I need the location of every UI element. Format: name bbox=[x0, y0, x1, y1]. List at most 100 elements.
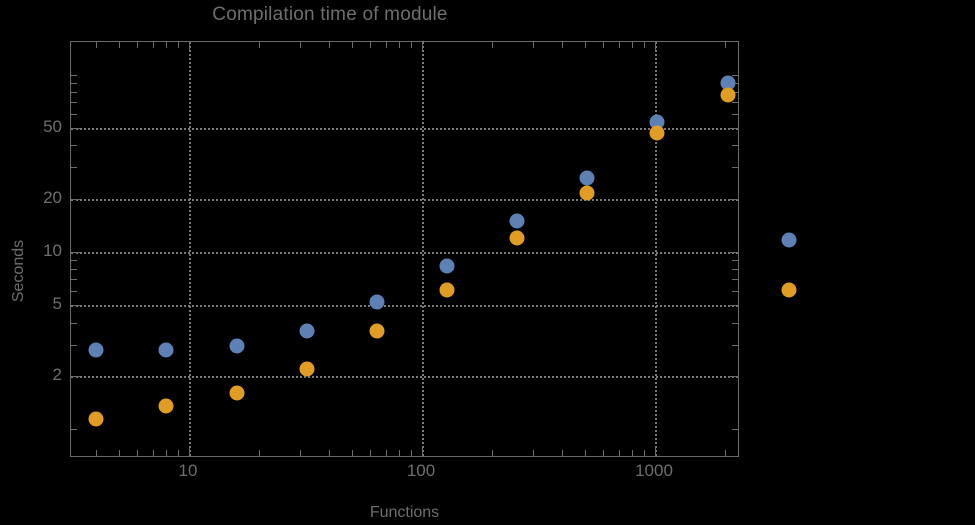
axis-tick-minor bbox=[533, 450, 535, 456]
axis-tick-minor bbox=[71, 102, 77, 104]
axis-tick bbox=[655, 42, 656, 51]
data-point bbox=[509, 213, 525, 229]
axis-tick-minor bbox=[96, 450, 98, 456]
y-axis-tick-labels: 2 5 10 20 50 bbox=[0, 41, 62, 457]
data-point bbox=[158, 398, 174, 414]
data-point bbox=[299, 361, 315, 377]
axis-tick-minor bbox=[370, 450, 372, 456]
axis-tick-minor bbox=[725, 42, 727, 48]
axis-tick bbox=[189, 447, 190, 456]
axis-tick bbox=[729, 305, 738, 307]
axis-tick-minor bbox=[71, 82, 77, 84]
data-point bbox=[439, 258, 455, 274]
axis-tick-minor bbox=[351, 450, 353, 456]
axis-tick bbox=[71, 252, 80, 253]
axis-tick-minor bbox=[618, 42, 620, 48]
axis-tick bbox=[71, 305, 80, 307]
axis-tick-minor bbox=[732, 291, 738, 293]
axis-tick bbox=[655, 447, 656, 456]
axis-tick-minor bbox=[399, 42, 401, 48]
axis-tick-minor bbox=[562, 42, 564, 48]
data-point bbox=[158, 342, 174, 358]
axis-tick-minor bbox=[300, 42, 302, 48]
axis-tick-minor bbox=[71, 269, 77, 271]
data-point bbox=[369, 294, 385, 310]
axis-tick bbox=[729, 252, 738, 253]
axis-tick-minor bbox=[152, 450, 154, 456]
y-axis-tick-label: 5 bbox=[52, 294, 62, 314]
axis-tick-minor bbox=[178, 42, 180, 48]
grid-line-vertical bbox=[655, 42, 657, 456]
axis-tick-minor bbox=[732, 429, 738, 431]
grid-line-horizontal bbox=[71, 128, 738, 130]
data-point bbox=[579, 170, 595, 186]
axis-tick-minor bbox=[411, 450, 413, 456]
data-point bbox=[229, 338, 245, 354]
x-axis-tick-labels: 10 100 1000 bbox=[70, 461, 739, 487]
data-point-offscreen bbox=[781, 282, 797, 298]
x-axis-tick-label: 100 bbox=[406, 461, 436, 480]
axis-tick-minor bbox=[329, 42, 331, 48]
data-point bbox=[88, 411, 104, 427]
grid-line-vertical bbox=[422, 42, 424, 456]
grid-line-horizontal bbox=[71, 252, 738, 254]
x-axis-tick-label: 10 bbox=[178, 461, 198, 480]
x-axis-tick-label: 1000 bbox=[635, 461, 673, 480]
axis-tick-minor bbox=[118, 42, 120, 48]
axis-tick-minor bbox=[732, 102, 738, 104]
axis-tick bbox=[422, 42, 423, 51]
axis-tick-minor bbox=[644, 42, 646, 48]
plot-frame bbox=[70, 41, 739, 457]
y-axis-tick-label: 10 bbox=[43, 241, 62, 260]
axis-tick-minor bbox=[137, 42, 139, 48]
axis-tick-minor bbox=[732, 322, 738, 324]
axis-tick-minor bbox=[732, 113, 738, 115]
axis-tick-minor bbox=[71, 291, 77, 293]
data-point bbox=[509, 230, 525, 246]
axis-tick-minor bbox=[166, 450, 168, 456]
axis-tick bbox=[189, 42, 190, 51]
y-axis-tick-label: 50 bbox=[43, 117, 62, 136]
axis-tick bbox=[729, 128, 738, 129]
axis-tick-minor bbox=[259, 450, 261, 456]
axis-tick-minor bbox=[71, 167, 77, 169]
axis-tick-minor bbox=[71, 91, 77, 93]
axis-tick-minor bbox=[732, 344, 738, 346]
axis-tick-minor bbox=[329, 450, 331, 456]
axis-tick-minor bbox=[259, 42, 261, 48]
axis-tick-minor bbox=[632, 450, 634, 456]
axis-tick bbox=[71, 128, 80, 129]
axis-tick bbox=[729, 376, 738, 377]
axis-tick-minor bbox=[71, 260, 77, 262]
axis-tick-minor bbox=[492, 450, 494, 456]
axis-tick-minor bbox=[732, 269, 738, 271]
data-point bbox=[720, 87, 736, 103]
y-axis-tick-label: 20 bbox=[43, 187, 62, 207]
data-point bbox=[649, 125, 665, 141]
grid-line-horizontal bbox=[71, 376, 738, 378]
axis-tick bbox=[71, 376, 80, 377]
axis-tick-minor bbox=[300, 450, 302, 456]
data-point-offscreen bbox=[781, 232, 797, 248]
y-axis-tick-label: 2 bbox=[52, 365, 62, 384]
axis-tick-minor bbox=[584, 450, 586, 456]
axis-tick-minor bbox=[725, 450, 727, 456]
data-point bbox=[369, 323, 385, 339]
axis-tick-minor bbox=[603, 450, 605, 456]
axis-tick-minor bbox=[137, 450, 139, 456]
axis-tick-minor bbox=[732, 145, 738, 147]
data-point bbox=[579, 185, 595, 201]
x-axis-title: Functions bbox=[369, 504, 440, 521]
axis-tick-minor bbox=[562, 450, 564, 456]
axis-tick-minor bbox=[71, 113, 77, 115]
grid-line-horizontal bbox=[71, 198, 738, 201]
axis-tick-minor bbox=[732, 279, 738, 281]
axis-tick-minor bbox=[533, 42, 535, 48]
axis-tick-minor bbox=[618, 450, 620, 456]
axis-tick-minor bbox=[732, 260, 738, 262]
axis-tick-minor bbox=[71, 279, 77, 281]
axis-tick-minor bbox=[492, 42, 494, 48]
axis-tick bbox=[422, 447, 423, 456]
